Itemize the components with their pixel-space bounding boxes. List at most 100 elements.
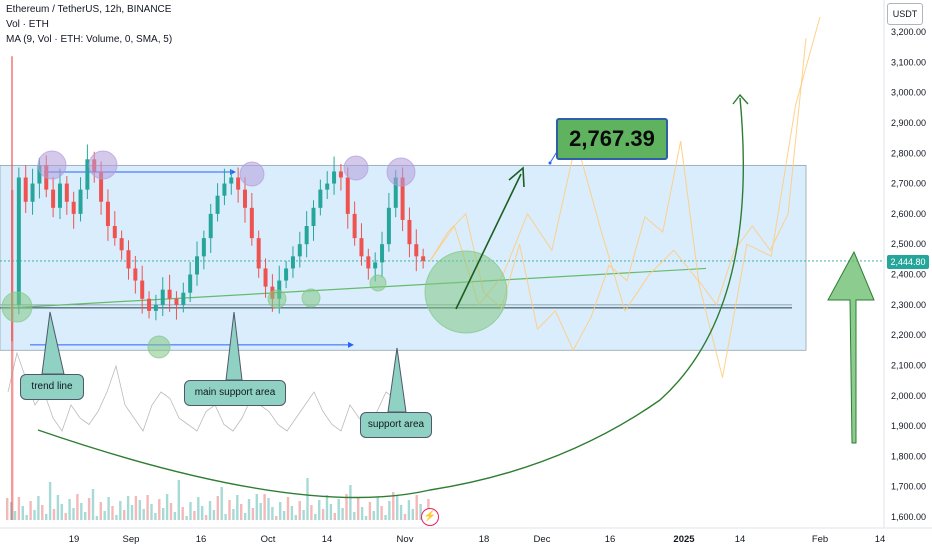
time-axis-label: 14 [875, 534, 886, 545]
price-axis-label: 2,600.00 [891, 209, 926, 219]
candle [222, 183, 227, 196]
volume-indicator-label[interactable]: Vol · ETH [6, 19, 49, 30]
volume-bar [298, 501, 301, 520]
volume-bar [68, 499, 71, 520]
volume-bar [232, 509, 235, 520]
volume-bar [376, 497, 379, 520]
candle [400, 177, 405, 220]
candle [277, 280, 282, 299]
volume-bar [267, 498, 270, 520]
time-axis-label: Sep [123, 534, 140, 545]
candle [30, 183, 35, 202]
volume-bar [173, 512, 177, 520]
candle [105, 201, 110, 226]
time-axis-label: Dec [534, 534, 551, 545]
volume-bar [259, 503, 262, 520]
volume-bar [169, 503, 173, 520]
volume-bar [21, 506, 24, 520]
candle [229, 177, 234, 184]
volume-bar [115, 515, 118, 520]
candle [16, 177, 21, 305]
volume-bar [13, 511, 17, 520]
candle [181, 292, 186, 305]
highlight-circle [267, 289, 287, 309]
volume-bar [95, 516, 99, 520]
lightning-icon[interactable]: ⚡ [421, 508, 439, 526]
candle [119, 238, 124, 251]
candle [386, 207, 391, 245]
volume-bar [126, 496, 130, 520]
candle [393, 177, 398, 208]
candle [57, 183, 62, 208]
time-axis-label: 19 [69, 534, 80, 545]
time-axis-label: 16 [605, 534, 616, 545]
volume-bar [177, 480, 180, 520]
highlight-circle [424, 250, 508, 334]
support-area-pointer [387, 347, 407, 413]
volume-bar [158, 499, 161, 520]
symbol-title: Ethereum / TetherUS, 12h, BINANCE [6, 4, 172, 15]
price-axis-label: 1,800.00 [891, 451, 926, 461]
price-axis-label: 3,100.00 [891, 57, 926, 67]
volume-bar [103, 511, 106, 520]
volume-bar [411, 509, 414, 520]
highlight-circle [88, 150, 118, 180]
candle [373, 262, 378, 269]
volume-bar [204, 515, 208, 520]
volume-bar [76, 494, 79, 520]
candle [160, 289, 165, 305]
price-axis-label: 2,400.00 [891, 270, 926, 280]
volume-bar [87, 498, 91, 520]
candle [263, 268, 268, 287]
highlight-circle [369, 274, 387, 292]
volume-bar [60, 504, 63, 520]
volume-bar [318, 500, 321, 520]
volume-bar [337, 499, 340, 520]
volume-bar [275, 516, 278, 520]
price-axis-label: 2,100.00 [891, 360, 926, 370]
trend-line [9, 267, 707, 309]
volume-bar [384, 515, 387, 520]
volume-bar [123, 510, 126, 520]
volume-bar [29, 501, 32, 520]
volume-bar [345, 494, 348, 520]
currency-selector[interactable]: USDT [887, 3, 923, 25]
volume-bar [107, 497, 110, 520]
volume-bar [240, 504, 243, 520]
volume-bar [91, 489, 95, 520]
time-axis-label: 14 [735, 534, 746, 545]
highlight-circle [301, 288, 321, 308]
volume-bar [357, 498, 360, 520]
range-bottom-arrowhead [348, 341, 354, 348]
candle [284, 268, 289, 281]
candle [126, 250, 131, 269]
price-axis-label: 2,800.00 [891, 148, 926, 158]
volume-bar [216, 496, 219, 520]
candle [318, 189, 323, 208]
ma-indicator-label[interactable]: MA (9, Vol · ETH: Volume, 0, SMA, 5) [6, 34, 173, 45]
volume-bar [247, 499, 251, 520]
price-axis-label: 1,700.00 [891, 482, 926, 492]
candle [290, 256, 295, 269]
price-axis-label: 2,300.00 [891, 300, 926, 310]
volume-bar [220, 487, 223, 520]
volume-bar [185, 516, 188, 520]
volume-bar [271, 507, 274, 520]
volume-bar [255, 494, 258, 520]
volume-bar [197, 497, 200, 520]
candle [311, 207, 316, 226]
candle [133, 268, 138, 281]
highlight-circle [1, 291, 33, 323]
time-axis-label: 2025 [673, 534, 695, 545]
candle [51, 189, 56, 208]
candle [174, 298, 179, 305]
price-axis-label: 2,700.00 [891, 179, 926, 189]
volume-bar [310, 505, 313, 520]
candle [345, 177, 350, 214]
time-axis-label: 18 [479, 534, 490, 545]
candle [85, 159, 90, 190]
volume-bar [279, 502, 282, 520]
highlight-circle [239, 161, 265, 187]
volume-bar [353, 512, 356, 520]
